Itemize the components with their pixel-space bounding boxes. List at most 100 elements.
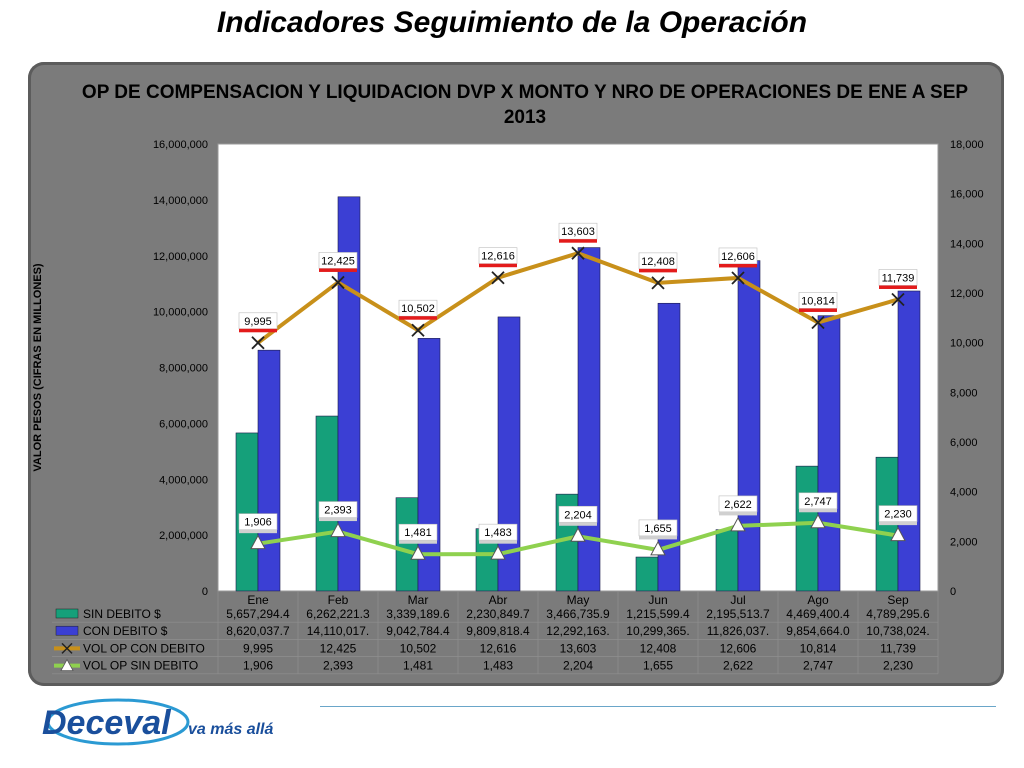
table-cell: 2,204 [563,659,593,673]
y-tick-label: 6,000,000 [159,418,208,430]
point-marker [251,336,265,350]
point-marker [491,271,505,285]
data-label: 12,606 [721,251,755,263]
table-cell: 4,789,295.6 [866,607,930,621]
table-cell: 9,042,784.4 [386,624,450,638]
legend-label: VOL OP CON DEBITO [83,641,205,655]
table-cell: 12,408 [640,641,677,655]
point-marker [411,323,425,337]
point-marker [410,545,426,560]
table-cell: 4,469,400.4 [786,607,850,621]
data-label-box [638,252,678,270]
data-label-underline [399,540,437,544]
data-label: 12,425 [321,255,355,267]
data-label-underline [319,517,357,522]
footer-divider [320,706,996,707]
legend-swatch [55,625,79,636]
legend-label: CON DEBITO $ [83,624,168,638]
point-marker [651,276,665,290]
table-cell: 2,195,513.7 [706,607,770,621]
legend-swatch [55,608,79,619]
table-cell: 11,739 [880,641,916,655]
y-tick-label: 14,000,000 [153,195,208,207]
y2-tick-label: 2,000 [950,536,978,548]
data-label-underline [559,239,597,243]
data-label-underline [799,308,837,312]
table-cell: 10,738,024. [866,624,929,638]
table-cell: 9,809,818.4 [466,624,530,638]
table-cell: 2,230 [883,659,913,673]
bar [497,316,521,592]
table-cell: 9,995 [243,641,273,655]
data-label-underline [239,529,277,534]
table-cell: 1,215,599.4 [626,607,690,621]
data-label-underline [719,511,757,516]
y-tick-label: 4,000,000 [159,474,208,486]
data-label-underline [639,268,677,273]
point-marker [331,275,345,290]
data-label: 10,502 [401,303,435,315]
y2-tick-label: 8,000 [950,387,978,399]
x-tick-label: Mar [408,593,429,607]
table-cell: 1,483 [483,659,513,673]
x-tick-label: Sep [887,593,909,607]
data-label-underline [879,285,917,289]
x-tick-label: Abr [489,593,508,607]
y-tick-label: 12,000,000 [153,251,208,263]
x-tick-label: May [567,593,590,607]
data-label-underline [799,508,837,513]
data-label: 1,655 [644,523,672,535]
page-title: Indicadores Seguimiento de la Operación [216,6,808,39]
y2-tick-label: 6,000 [950,437,978,449]
point-marker [890,526,906,542]
data-label: 1,906 [244,517,272,529]
logo-name: Deceval [42,704,172,742]
point-marker [250,534,266,550]
y-tick-label: 16,000,000 [153,139,208,151]
table-cell: 8,620,037.7 [226,624,290,638]
logo-swoosh-icon [46,698,190,746]
data-label-underline [639,535,677,540]
x-tick-label: Feb [328,593,349,607]
legend-marker [60,658,74,671]
chart-title: OP DE COMPENSACION Y LIQUIDACION DVP X M… [81,82,969,128]
data-label: 2,204 [564,509,592,521]
table-cell: 12,616 [480,641,517,655]
data-label-underline [239,328,277,333]
point-marker [811,315,825,330]
data-label-underline [559,522,597,526]
y-tick-label: 10,000,000 [153,307,208,319]
table-cell: 12,606 [720,641,757,655]
bar [715,529,739,592]
table-cell: 13,603 [560,641,597,655]
data-label: 9,995 [244,316,272,328]
x-tick-label: Jul [730,593,745,607]
bar [737,260,761,592]
point-marker [730,516,746,532]
x-tick-label: Jun [648,593,667,607]
data-label-underline [719,263,757,268]
table-cell: 5,657,294.4 [226,607,290,621]
data-label-underline [479,263,517,268]
y2-tick-label: 10,000 [950,338,984,350]
data-label: 2,622 [724,499,752,511]
data-label-underline [479,540,517,544]
point-marker [810,513,826,529]
data-label: 12,616 [481,251,515,263]
bar [635,556,659,592]
data-label-underline [879,521,917,526]
data-label: 10,814 [801,295,835,307]
table-cell: 10,502 [400,641,437,655]
bar [657,302,681,592]
bar [897,290,921,592]
legend-label: VOL OP SIN DEBITO [83,659,198,673]
table-cell: 1,906 [243,659,273,673]
y2-tick-label: 4,000 [950,487,978,499]
table-cell: 12,292,163. [546,624,609,638]
bar [257,349,281,592]
y2-tick-label: 12,000 [950,288,984,300]
data-label: 2,747 [804,496,832,508]
table-cell: 10,814 [800,641,837,655]
data-label-underline [319,268,357,272]
table-cell: 3,339,189.6 [386,607,450,621]
